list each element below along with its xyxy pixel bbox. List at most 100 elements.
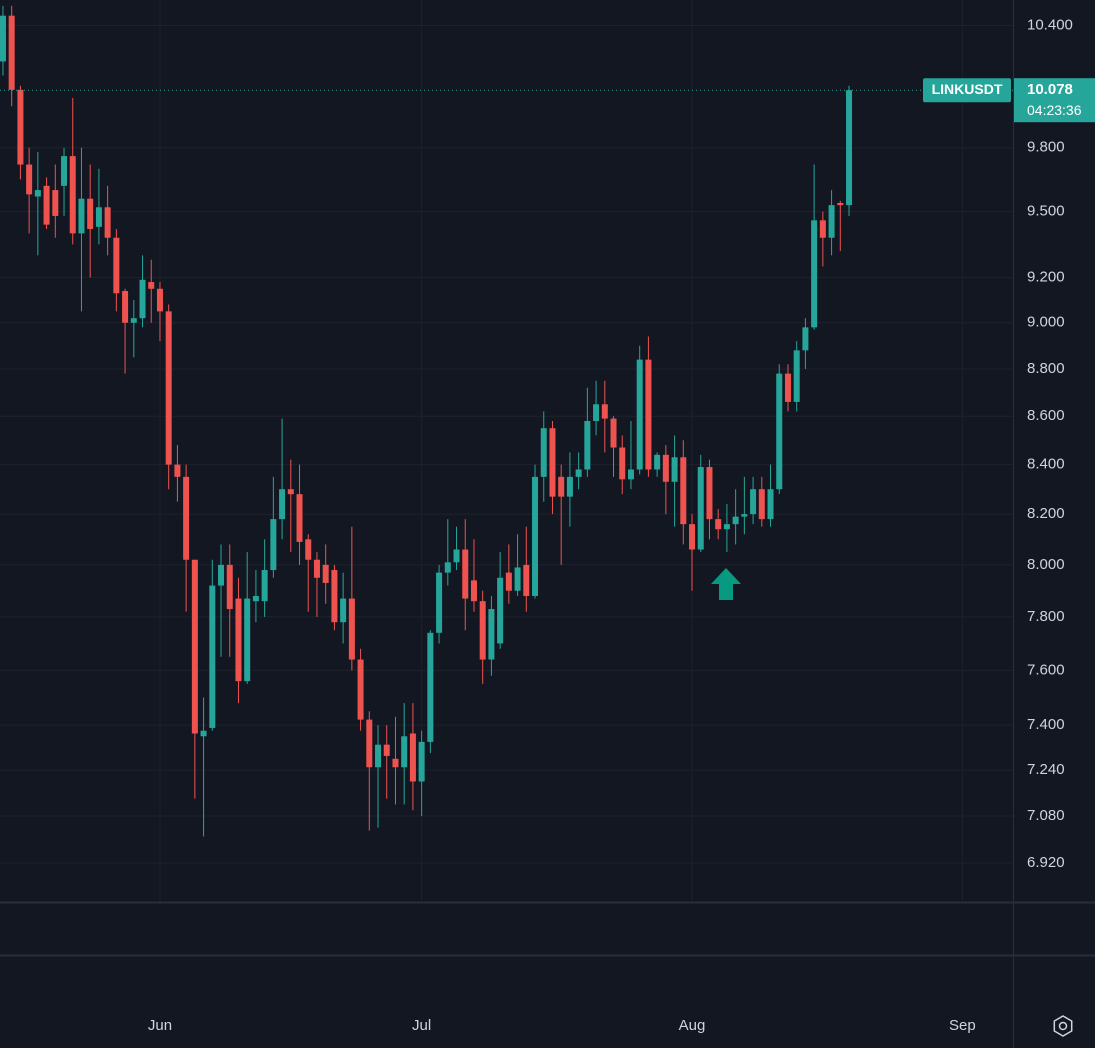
y-tick-label: 8.000 [1027,556,1065,573]
candle-body [479,601,486,660]
candle-body [226,564,233,610]
candle-body [287,489,294,495]
candle-body [558,476,565,497]
candle-body [505,572,512,591]
x-tick-label: Jun [148,1017,172,1034]
candle-body [444,562,451,573]
x-tick-label: Jul [412,1017,431,1034]
candle-body [436,572,443,633]
candle-body [130,318,137,323]
candle-body [218,564,225,586]
arrow-annotation [711,568,741,600]
candle-body [8,15,15,90]
candle-body [156,288,163,312]
candle-body [784,373,791,402]
last-price-label: 10.078 [1027,81,1073,98]
candle-body [758,489,765,520]
candle-body [697,467,704,550]
candle-body [732,516,739,525]
candle-body [627,469,634,480]
candle-body [17,89,24,165]
y-tick-label: 9.200 [1027,269,1065,286]
candle-body [532,476,539,596]
candle-body [549,428,556,497]
candle-body [706,467,713,520]
candle-body [383,744,390,756]
candle-body [846,90,853,206]
price-badge [1014,78,1095,123]
candle-body [750,489,757,515]
symbol-badge [923,78,1011,103]
candle-body [654,454,661,470]
candle-body [87,198,94,229]
candle-body [741,514,748,517]
candle-body [183,476,190,560]
candle-body [523,564,530,596]
candle-body [593,404,600,421]
candle-body [689,524,696,550]
candle-body [261,570,268,602]
candle-body [357,659,364,720]
y-tick-label: 7.400 [1027,716,1065,733]
candle-body [340,598,347,623]
candle-body [122,291,129,323]
candles [0,5,1013,837]
candle-body [671,457,678,482]
y-tick-label: 7.080 [1027,807,1065,824]
y-tick-label: 8.800 [1027,360,1065,377]
candle-body [34,190,41,197]
candle-body [331,570,338,623]
candle-body [113,237,120,294]
candle-body [793,350,800,402]
x-tick-label: Sep [949,1017,976,1034]
candle-body [200,730,207,737]
candle-body [453,549,460,563]
candle-body [828,205,835,238]
candle-body [61,156,68,186]
candle-body [776,373,783,490]
y-tick-label: 9.000 [1027,314,1065,331]
candle-body [95,207,102,227]
candle-body [723,524,730,530]
candle-body [279,489,286,520]
candle-body [139,279,146,319]
candle-body [366,719,373,768]
candle-body [645,359,652,470]
candle-body [427,632,434,742]
settings-icon[interactable] [1053,1015,1073,1037]
candle-body [619,447,626,480]
candle-body [497,577,504,644]
candle-body [636,359,643,470]
y-tick-label: 9.500 [1027,203,1065,220]
candle-body [191,559,198,734]
candle-body [680,457,687,525]
candle-body [26,164,33,195]
candle-body [662,454,669,482]
settings-dot[interactable] [1058,1021,1068,1031]
candle-body [601,404,608,419]
y-tick-label: 8.200 [1027,505,1065,522]
symbol-label: LINKUSDT [932,81,1003,97]
candle-body [488,609,495,660]
settings-hexagon[interactable] [1053,1015,1073,1037]
candle-body [540,428,547,477]
candle-body [409,733,416,782]
candle-body [811,220,818,328]
candle-body [52,190,59,216]
y-tick-label: 7.800 [1027,608,1065,625]
candle-body [43,185,50,225]
candle-body [401,736,408,768]
y-tick-label: 8.600 [1027,407,1065,424]
candle-body [566,476,573,497]
candle-body [305,539,312,560]
candle-body [296,494,303,542]
y-tick-label: 7.600 [1027,661,1065,678]
candle-body [470,580,477,602]
candle-body [575,469,582,477]
candle-body [819,220,826,238]
candle-body [375,744,382,768]
candle-body [69,156,76,234]
y-tick-label: 10.400 [1027,17,1073,34]
